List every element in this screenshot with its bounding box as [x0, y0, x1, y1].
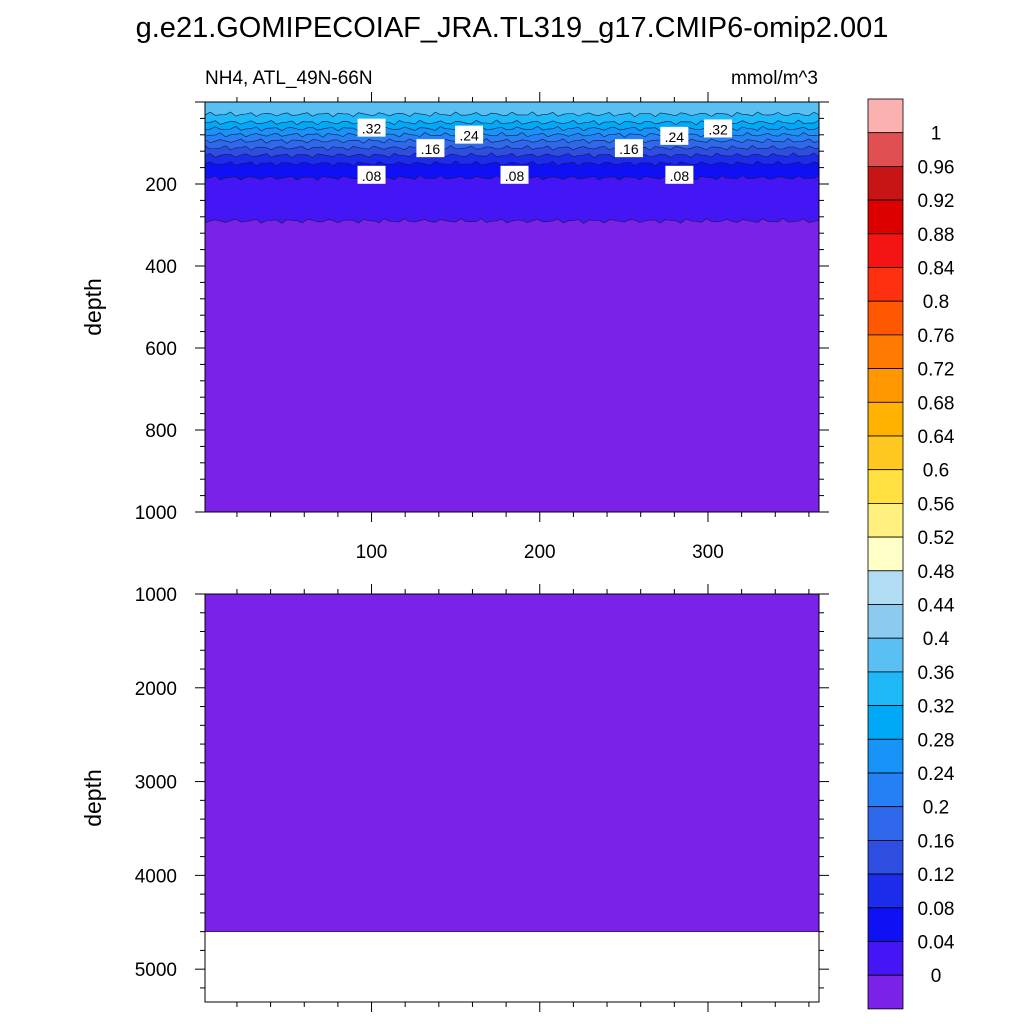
colorbar-swatch [867, 570, 904, 605]
colorbar-swatch [867, 806, 904, 841]
colorbar-label: 0.36 [918, 663, 955, 684]
y-tick-label: 400 [145, 257, 177, 278]
colorbar-label: 0.28 [918, 730, 955, 751]
contour-label: .32 [704, 119, 733, 138]
axes: 1000 2000 3000 4000 5000 depth [80, 584, 829, 1012]
plot-frame [204, 593, 820, 1003]
svg-text:.08: .08 [670, 168, 690, 184]
contour-label: .24 [455, 125, 484, 144]
colorbar-swatch [867, 604, 904, 639]
colorbar-swatch [867, 199, 904, 235]
colorbar-swatch [867, 469, 904, 504]
colorbar-label: 0.68 [918, 393, 955, 414]
upper-panel: .32 .24 .24 .32 .16 .16 .08 .08 .08 100 200 300 200 4… [80, 92, 829, 563]
x-tick-label: 100 [356, 542, 388, 563]
contour-band-0.4 [205, 102, 819, 118]
contour-label: .08 [500, 165, 529, 184]
colorbar-swatch [867, 840, 904, 875]
svg-text:.16: .16 [421, 141, 441, 157]
colorbar-label: 1 [931, 124, 942, 145]
colorbar-swatch [867, 974, 904, 1010]
chart-title: g.e21.GOMIPECOIAF_JRA.TL319_g17.CMIP6-om… [136, 12, 889, 44]
colorbar-label: 0.16 [918, 831, 955, 852]
svg-text:.24: .24 [459, 128, 479, 144]
units-label: mmol/m^3 [731, 68, 818, 89]
svg-text:.08: .08 [362, 168, 382, 184]
colorbar-swatch [867, 132, 904, 167]
lower-panel: 1000 2000 3000 4000 5000 depth [80, 584, 829, 1012]
colorbar-label: 0.4 [923, 629, 950, 650]
colorbar-swatch [867, 772, 904, 808]
contour-label: .08 [357, 165, 386, 184]
colorbar-swatch [867, 334, 904, 369]
colorbar-swatch [867, 873, 904, 909]
contour-label: .32 [357, 118, 386, 137]
colorbar-label: 0.44 [918, 596, 955, 617]
y-tick-label: 3000 [135, 773, 177, 794]
svg-text:.08: .08 [505, 168, 525, 184]
colorbar-swatch [867, 165, 904, 201]
y-tick-label: 1000 [135, 503, 177, 524]
colorbar-swatch [867, 435, 904, 471]
colorbar: 1 0.96 0.92 0.88 0.84 0.8 0.76 0.72 0.68 0.64 0.6 0… [867, 98, 955, 1010]
y-tick-label: 600 [145, 339, 177, 360]
colorbar-swatch [867, 368, 904, 403]
contour-label: .08 [665, 165, 694, 184]
y-axis-label: depth [80, 278, 106, 336]
colorbar-label: 0.8 [923, 292, 949, 313]
plot-frame [204, 101, 820, 513]
contour-label: .24 [660, 126, 689, 145]
y-tick-label: 200 [145, 175, 177, 196]
colorbar-label: 0.88 [918, 225, 955, 246]
contour-band-0 [205, 594, 819, 932]
colorbar-label: 0.64 [918, 427, 955, 448]
y-tick-label: 2000 [135, 679, 177, 700]
y-axis-label: depth [80, 769, 106, 827]
colorbar-label: 0.72 [918, 360, 955, 381]
svg-text:.32: .32 [708, 121, 728, 137]
colorbar-swatch [867, 536, 904, 572]
colorbar-swatch [867, 401, 904, 437]
contour-label: .16 [416, 139, 445, 158]
axes: 100 200 300 200 400 600 800 1000 depth [80, 92, 829, 563]
x-tick-label: 200 [524, 542, 556, 563]
colorbar-label: 0.08 [918, 899, 955, 920]
colorbar-swatch [867, 637, 904, 673]
colorbar-label: 0.32 [918, 697, 955, 718]
variable-label: NH4, ATL_49N-66N [205, 68, 373, 89]
svg-text:.32: .32 [362, 121, 382, 137]
colorbar-swatch [867, 502, 904, 538]
colorbar-swatch [867, 941, 904, 976]
colorbar-swatch [867, 98, 904, 134]
contour-label: .16 [614, 139, 643, 158]
colorbar-swatch [867, 738, 904, 774]
colorbar-label: 0.92 [918, 191, 955, 212]
colorbar-label: 0.6 [923, 461, 949, 482]
colorbar-swatch [867, 705, 904, 740]
y-tick-label: 800 [145, 421, 177, 442]
colorbar-label: 0.24 [918, 764, 955, 785]
colorbar-label: 0.84 [918, 259, 955, 280]
colorbar-label: 0.56 [918, 494, 955, 515]
colorbar-label: 0.04 [918, 933, 955, 954]
colorbar-swatch [867, 233, 904, 268]
colorbar-swatch [867, 300, 904, 336]
colorbar-swatch [867, 907, 904, 942]
colorbar-swatch [867, 267, 904, 302]
y-tick-label: 4000 [135, 866, 177, 887]
y-tick-label: 5000 [135, 960, 177, 981]
colorbar-label: 0.48 [918, 562, 955, 583]
colorbar-label: 0.52 [918, 528, 955, 549]
colorbar-label: 0.2 [923, 798, 949, 819]
colorbar-swatch [867, 671, 904, 707]
colorbar-label: 0.76 [918, 326, 955, 347]
colorbar-label: 0.96 [918, 157, 955, 178]
y-tick-label: 1000 [135, 585, 177, 606]
svg-text:.24: .24 [665, 129, 685, 145]
svg-text:.16: .16 [619, 141, 639, 157]
colorbar-label: 0 [931, 966, 942, 987]
colorbar-label: 0.12 [918, 865, 955, 886]
x-tick-label: 300 [692, 542, 724, 563]
